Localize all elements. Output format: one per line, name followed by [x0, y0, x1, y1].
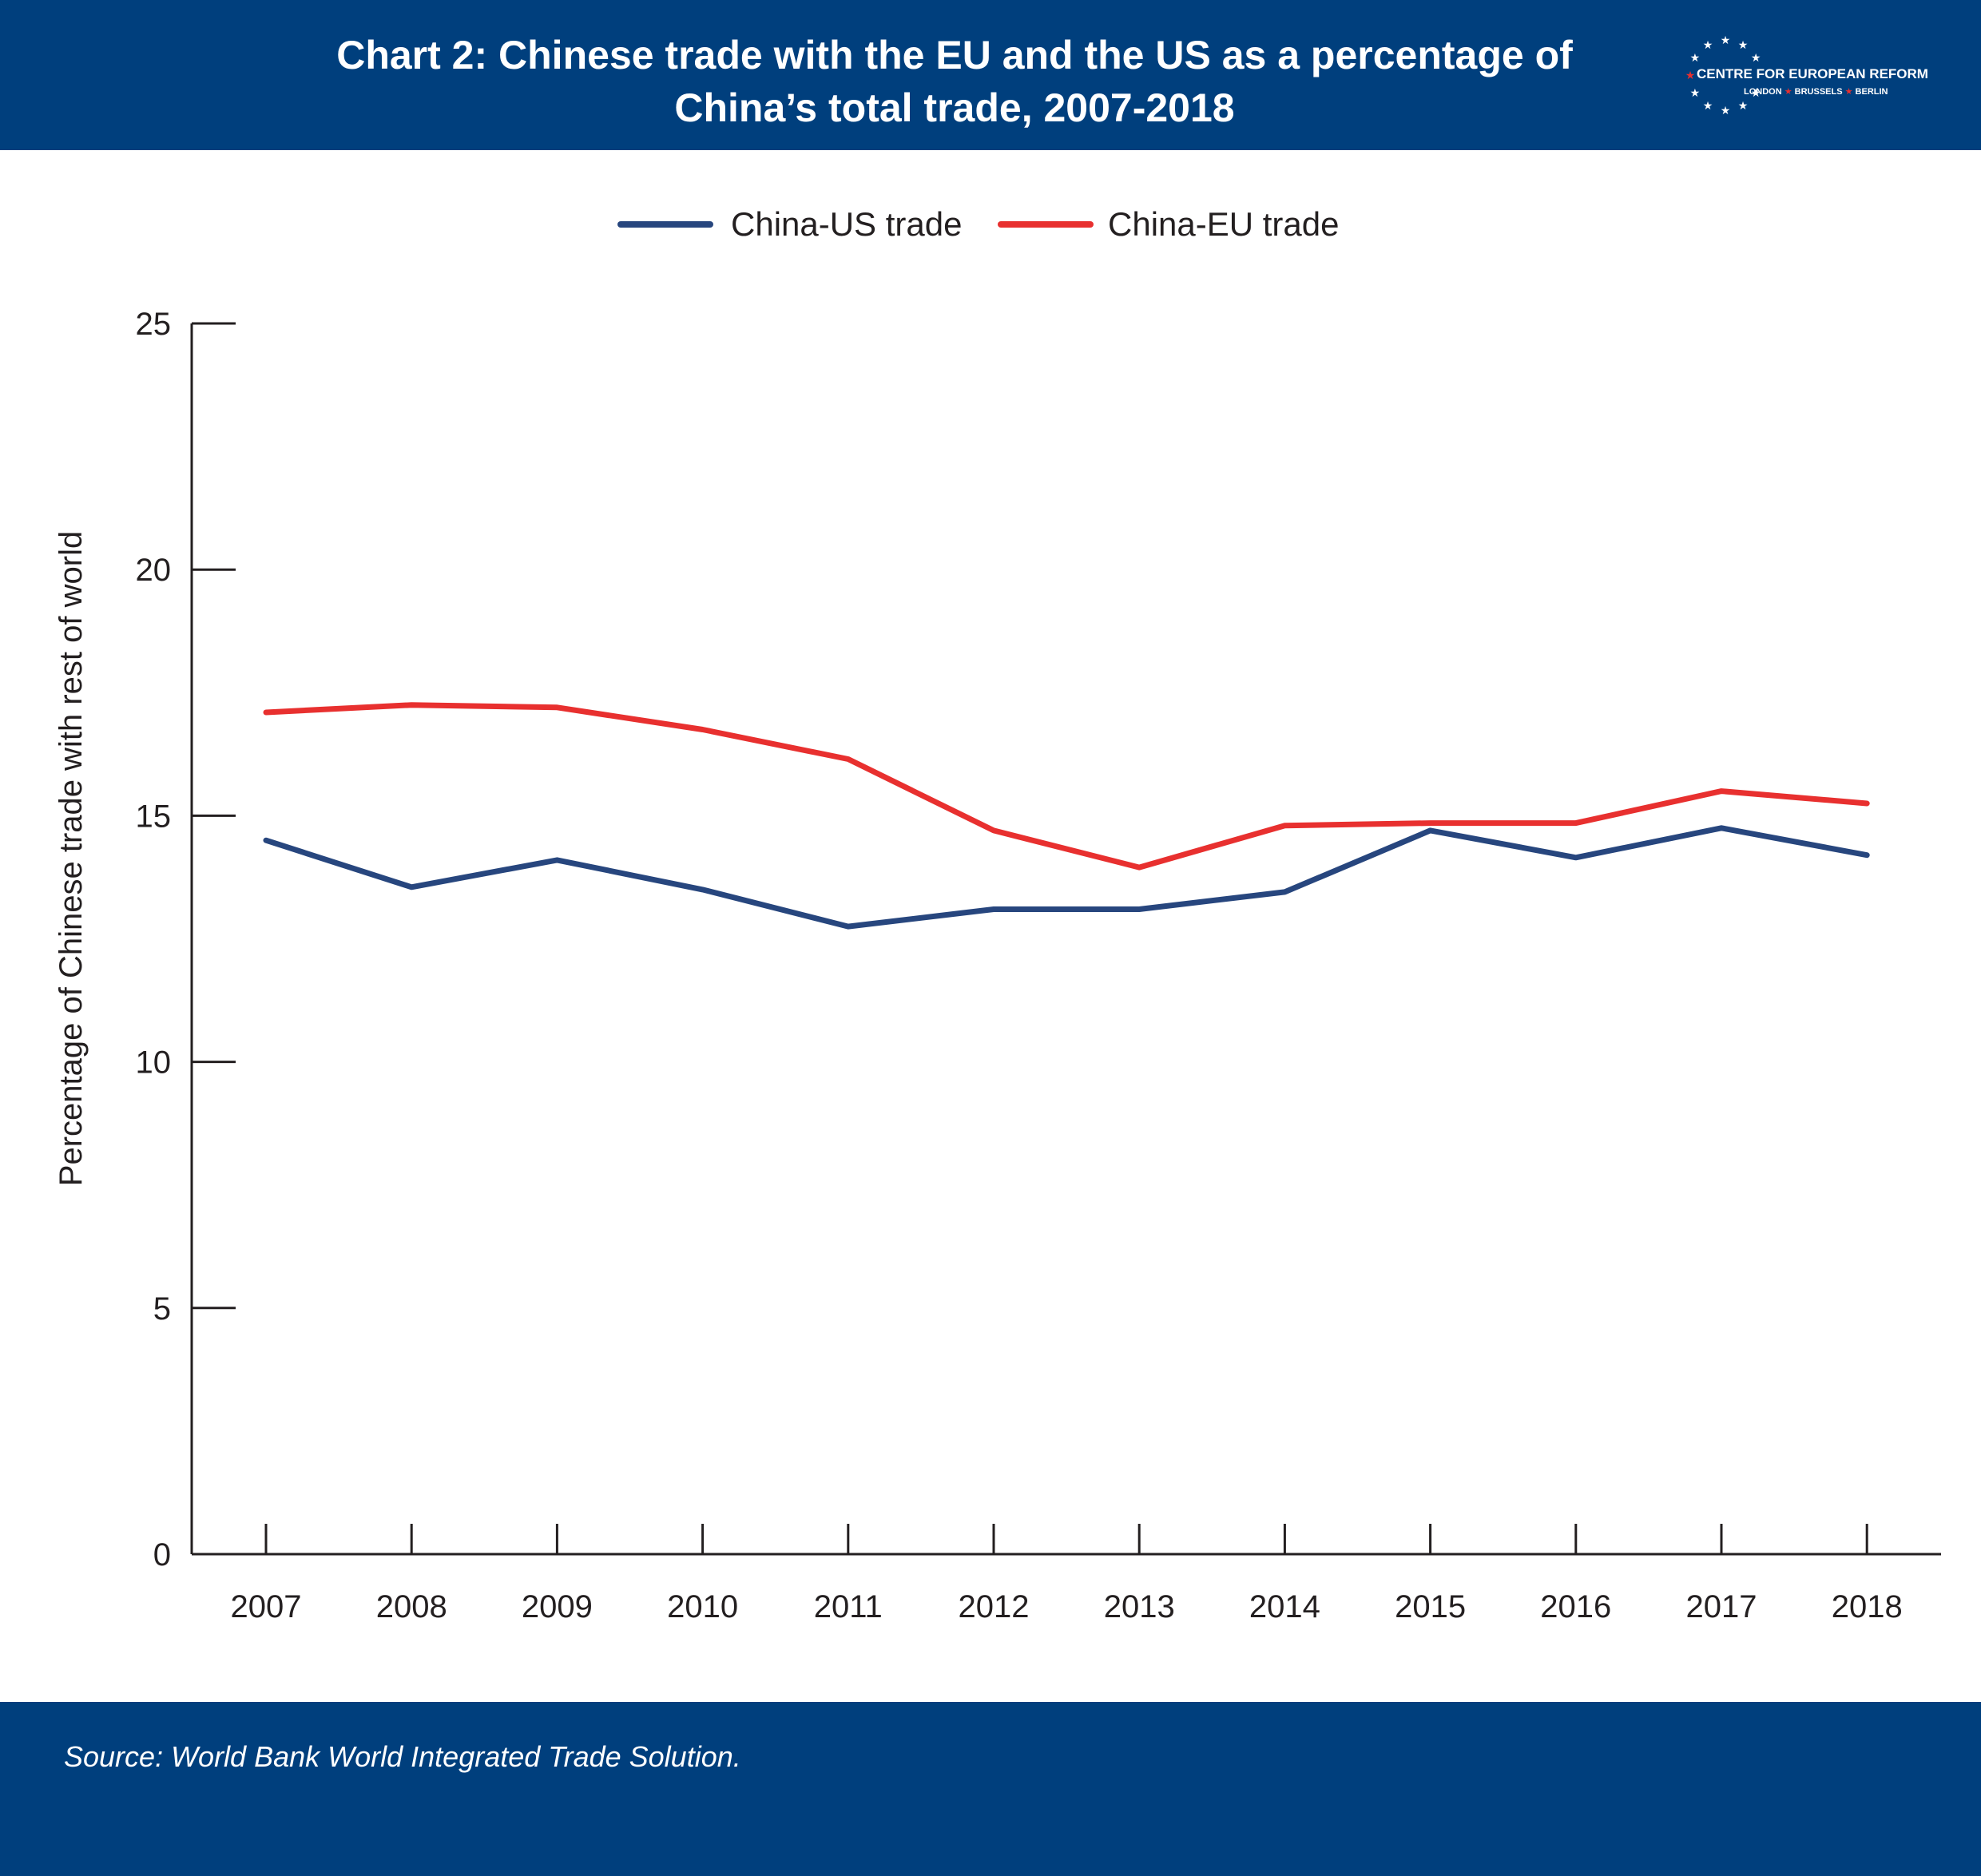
- x-tick-label: 2013: [1104, 1589, 1175, 1624]
- logo-star-icon: ★: [1721, 104, 1731, 117]
- star-separator-icon: ★: [1784, 87, 1795, 97]
- chart-title-line-1: Chart 2: Chinese trade with the EU and t…: [336, 33, 1573, 77]
- series-line-china-eu: [263, 702, 1870, 871]
- data-point: [556, 859, 558, 861]
- logo-city-london: LONDON: [1744, 87, 1782, 97]
- line-chart: China-US trade China-EU trade Percentage …: [54, 205, 1941, 1624]
- logo-text: CENTRE FOR EUROPEAN REFORM: [1697, 66, 1928, 81]
- data-point: [702, 889, 704, 890]
- x-tick-label: 2017: [1686, 1589, 1757, 1624]
- data-point: [1866, 803, 1868, 804]
- data-point: [1721, 827, 1722, 829]
- y-tick-label: 5: [153, 1291, 171, 1327]
- y-tick-label: 25: [136, 307, 172, 342]
- data-point: [556, 707, 558, 708]
- chart-title: Chart 2: Chinese trade with the EU and t…: [264, 29, 1646, 134]
- y-tick-label: 15: [136, 799, 172, 834]
- x-tick-label: 2016: [1540, 1589, 1611, 1624]
- source-note: Source: World Bank World Integrated Trad…: [64, 1740, 741, 1773]
- logo-star-icon: ★: [1685, 69, 1696, 81]
- logo-cities: LONDON ★ BRUSSELS ★ BERLIN: [1744, 87, 1888, 97]
- logo-star-icon: ★: [1751, 86, 1761, 99]
- logo-star-icon: ★: [1751, 51, 1761, 64]
- y-axis-title: Percentage of Chinese trade with rest of…: [54, 531, 89, 1186]
- logo-star-icon: ★: [1738, 99, 1749, 112]
- x-tick-label: 2011: [814, 1589, 883, 1624]
- data-point: [265, 839, 267, 841]
- logo-star-icon: ★: [1690, 51, 1701, 64]
- data-point: [1138, 867, 1140, 868]
- x-tick-label: 2018: [1832, 1589, 1903, 1624]
- data-point: [1575, 857, 1577, 859]
- x-tick-label: 2010: [667, 1589, 738, 1624]
- chart-axes: 0 5 10 15 20 25 2007 2008 2009 2010 2011 2012 2013 20…: [136, 307, 1941, 1624]
- data-point: [1138, 909, 1140, 910]
- legend-item: China-US trade: [617, 205, 962, 243]
- data-point: [411, 704, 412, 706]
- data-point: [411, 886, 412, 888]
- x-tick-label: 2009: [522, 1589, 593, 1624]
- y-tick-label: 0: [153, 1537, 171, 1573]
- data-point: [702, 729, 704, 730]
- y-tick-label: 10: [136, 1045, 172, 1081]
- cer-logo: ★ ★★★★★★★★★★ CENTRE FOR EUROPEAN REFORM L…: [1685, 34, 1928, 117]
- data-point: [1430, 830, 1431, 831]
- logo-star-icon: ★: [1721, 34, 1731, 46]
- logo-city-berlin: BERLIN: [1856, 87, 1888, 97]
- header-banner: Chart 2: Chinese trade with the EU and t…: [0, 0, 1981, 150]
- chart-title-line-2: China’s total trade, 2007-2018: [674, 85, 1235, 130]
- logo-star-icon: ★: [1703, 99, 1713, 112]
- plot-area: [263, 702, 1870, 930]
- x-tick-label: 2007: [231, 1589, 302, 1624]
- eu-star-circle-icon: ★ ★★★★★★★★★★: [1685, 34, 1761, 117]
- x-tick-label: 2012: [959, 1589, 1030, 1624]
- footer-banner: Source: World Bank World Integrated Trad…: [0, 1702, 1981, 1876]
- y-tick-label: 20: [136, 553, 172, 588]
- x-tick-label: 2008: [376, 1589, 447, 1624]
- chart-legend: China-US trade China-EU trade: [617, 205, 1339, 243]
- data-point: [1284, 825, 1285, 827]
- data-point: [265, 712, 267, 713]
- legend-label: China-US trade: [731, 205, 962, 243]
- star-separator-icon: ★: [1845, 87, 1856, 97]
- logo-star-icon: ★: [1690, 86, 1701, 99]
- x-tick-label: 2014: [1249, 1589, 1320, 1624]
- y-axis-title-group: Percentage of Chinese trade with rest of…: [54, 531, 89, 1186]
- logo-star-icon: ★: [1703, 38, 1713, 51]
- logo-star-icon: ★: [1738, 38, 1749, 51]
- data-point: [1284, 891, 1285, 893]
- logo-city-brussels: BRUSSELS: [1795, 87, 1843, 97]
- legend-label: China-EU trade: [1108, 205, 1339, 243]
- legend-item: China-EU trade: [998, 205, 1339, 243]
- x-tick-label: 2015: [1395, 1589, 1466, 1624]
- series-line-china-us: [263, 825, 1870, 930]
